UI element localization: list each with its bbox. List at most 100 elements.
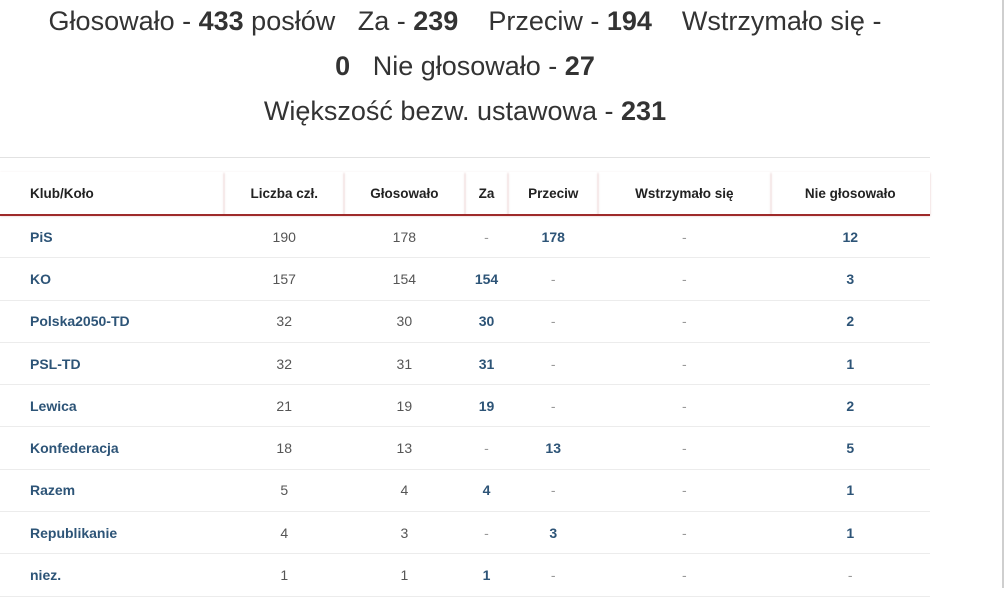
cell-voted: 19 bbox=[343, 384, 465, 428]
cell-members: 32 bbox=[224, 300, 344, 343]
column-header-club[interactable]: Klub/Koło bbox=[0, 172, 225, 216]
club-link[interactable]: PSL-TD bbox=[0, 342, 225, 386]
club-link[interactable]: Razem bbox=[0, 469, 225, 513]
cell-against[interactable]: 3 bbox=[508, 511, 599, 555]
cell-abstained: - bbox=[598, 300, 771, 343]
table-row: PSL-TD 32 31 31- -1 bbox=[0, 342, 930, 386]
cell-members: 157 bbox=[224, 257, 344, 301]
table-row: Lewica 21 19 19- -2 bbox=[0, 384, 930, 428]
cell-voted: 30 bbox=[343, 300, 465, 343]
cell-against: - bbox=[508, 342, 599, 386]
cell-against: - bbox=[508, 553, 599, 597]
cell-not-voted[interactable]: 2 bbox=[770, 300, 930, 343]
cell-abstained: - bbox=[598, 553, 771, 597]
cell-against[interactable]: 13 bbox=[508, 426, 599, 470]
column-header-abstained[interactable]: Wstrzymało się bbox=[598, 172, 771, 216]
for-count: 239 bbox=[413, 6, 459, 36]
club-link[interactable]: Konfederacja bbox=[0, 426, 225, 470]
cell-not-voted[interactable]: 1 bbox=[770, 342, 930, 386]
cell-abstained: - bbox=[598, 342, 771, 386]
majority-label: Większość bezw. ustawowa - bbox=[263, 96, 622, 126]
results-table: Klub/Koło Liczba czł. Głosowało Za Przeciw Ws… bbox=[0, 172, 930, 597]
cell-members: 190 bbox=[224, 215, 344, 259]
cell-not-voted[interactable]: 1 bbox=[770, 511, 930, 555]
cell-abstained: - bbox=[598, 257, 771, 301]
cell-not-voted[interactable]: 2 bbox=[770, 384, 930, 428]
cell-members: 32 bbox=[224, 342, 344, 386]
cell-not-voted[interactable]: 1 bbox=[770, 469, 930, 513]
cell-voted: 178 bbox=[343, 215, 465, 259]
cell-abstained: - bbox=[598, 511, 771, 555]
cell-against: - bbox=[508, 469, 599, 513]
cell-not-voted[interactable]: 5 bbox=[770, 426, 930, 470]
cell-for[interactable]: 31 bbox=[464, 342, 509, 386]
not-voted-count: 27 bbox=[564, 51, 595, 81]
cell-voted: 4 bbox=[343, 469, 465, 513]
summary-line-1: Głosowało - 433 posłów Za - 239 Przeciw … bbox=[0, 0, 930, 45]
table-row: Razem 5 4 4- -1 bbox=[0, 469, 930, 513]
column-header-members[interactable]: Liczba czł. bbox=[224, 172, 344, 216]
cell-voted: 13 bbox=[343, 426, 465, 470]
against-label: Przeciw - bbox=[488, 6, 607, 36]
cell-abstained: - bbox=[598, 426, 771, 470]
cell-against: - bbox=[508, 257, 599, 301]
club-link[interactable]: niez. bbox=[0, 553, 225, 597]
cell-for: - bbox=[464, 511, 509, 555]
cell-members: 21 bbox=[224, 384, 344, 428]
cell-voted: 3 bbox=[343, 511, 465, 555]
cell-voted: 1 bbox=[343, 553, 465, 597]
cell-abstained: - bbox=[598, 469, 771, 513]
table-row: Republikanie 4 3-3-1 bbox=[0, 511, 930, 555]
cell-for[interactable]: 1 bbox=[464, 553, 509, 597]
abstained-count: 0 bbox=[335, 51, 351, 81]
table-row: KO 157 154 154- -3 bbox=[0, 257, 930, 301]
cell-for[interactable]: 30 bbox=[464, 300, 509, 343]
summary-line-2: 0 Nie głosowało - 27 bbox=[0, 45, 930, 90]
table-row: Konfederacja 18 13-13-5 bbox=[0, 426, 930, 470]
cell-abstained: - bbox=[598, 384, 771, 428]
club-link[interactable]: KO bbox=[0, 257, 225, 301]
summary-line-3: Większość bezw. ustawowa - 231 bbox=[0, 90, 930, 135]
divider bbox=[0, 157, 930, 158]
cell-members: 5 bbox=[224, 469, 344, 513]
header-row: Klub/Koło Liczba czł. Głosowało Za Przeciw Ws… bbox=[0, 172, 930, 216]
voted-count: 433 bbox=[198, 6, 244, 36]
cell-members: 4 bbox=[224, 511, 344, 555]
cell-against: - bbox=[508, 384, 599, 428]
table-row: PiS 190 178-178-12 bbox=[0, 215, 930, 259]
column-header-not-voted[interactable]: Nie głosowało bbox=[770, 172, 930, 216]
cell-for[interactable]: 4 bbox=[464, 469, 509, 513]
column-header-voted[interactable]: Głosowało bbox=[343, 172, 465, 216]
voted-suffix: posłów bbox=[243, 6, 336, 36]
column-header-against[interactable]: Przeciw bbox=[508, 172, 599, 216]
against-count: 194 bbox=[606, 6, 652, 36]
cell-not-voted: - bbox=[770, 553, 930, 597]
vote-summary: Głosowało - 433 posłów Za - 239 Przeciw … bbox=[0, 0, 930, 135]
abstained-label: Wstrzymało się - bbox=[681, 6, 882, 36]
cell-not-voted[interactable]: 12 bbox=[770, 215, 930, 259]
for-label: Za - bbox=[357, 6, 414, 36]
cell-voted: 154 bbox=[343, 257, 465, 301]
table-row: Polska2050-TD 32 30 30- -2 bbox=[0, 300, 930, 343]
cell-not-voted[interactable]: 3 bbox=[770, 257, 930, 301]
club-link[interactable]: PiS bbox=[0, 215, 225, 259]
club-link[interactable]: Polska2050-TD bbox=[0, 300, 225, 343]
page-edge bbox=[1002, 0, 1004, 588]
table-row: niez. 1 1 1- - - bbox=[0, 553, 930, 597]
cell-for[interactable]: 154 bbox=[464, 257, 509, 301]
column-header-for[interactable]: Za bbox=[464, 172, 509, 216]
cell-abstained: - bbox=[598, 215, 771, 259]
cell-against: - bbox=[508, 300, 599, 343]
cell-for[interactable]: 19 bbox=[464, 384, 509, 428]
cell-for: - bbox=[464, 426, 509, 470]
cell-against[interactable]: 178 bbox=[508, 215, 599, 259]
cell-members: 18 bbox=[224, 426, 344, 470]
cell-members: 1 bbox=[224, 553, 344, 597]
not-voted-label: Nie głosowało - bbox=[372, 51, 565, 81]
voted-label: Głosowało - bbox=[48, 6, 199, 36]
majority-count: 231 bbox=[621, 96, 667, 126]
cell-voted: 31 bbox=[343, 342, 465, 386]
club-link[interactable]: Lewica bbox=[0, 384, 225, 428]
club-link[interactable]: Republikanie bbox=[0, 511, 225, 555]
cell-for: - bbox=[464, 215, 509, 259]
